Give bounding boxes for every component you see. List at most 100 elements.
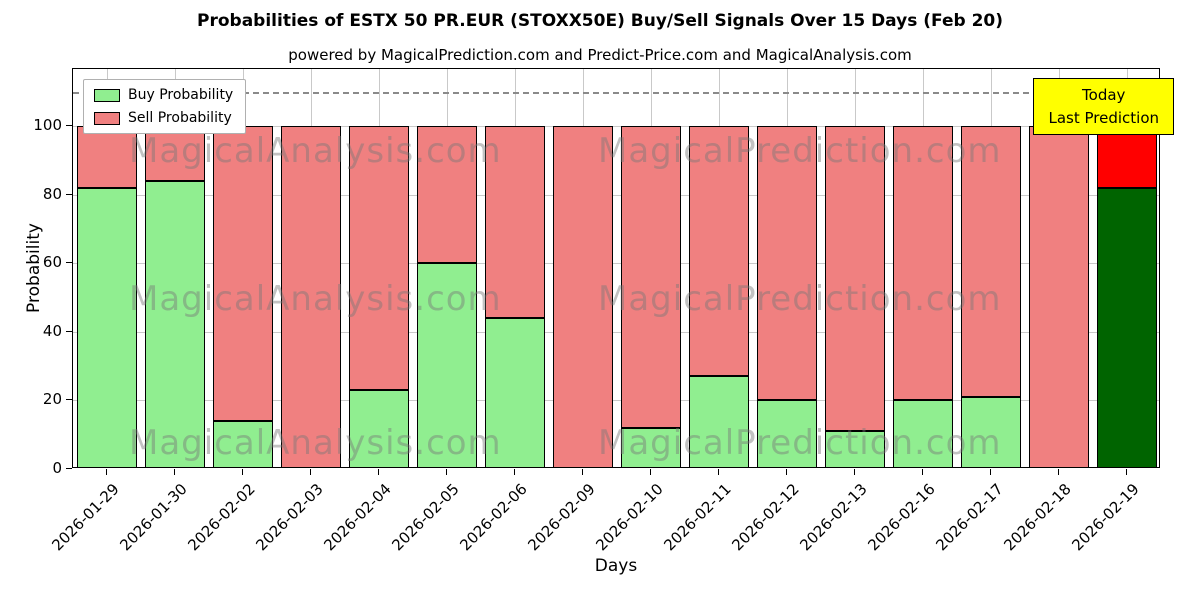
buy-bar: [825, 431, 885, 467]
y-tick-label: 0: [52, 459, 62, 477]
h-gridline: [73, 194, 1159, 196]
buy-bar: [757, 400, 817, 467]
sell-bar: [553, 125, 613, 467]
x-tick-mark: [242, 469, 243, 475]
y-tick-label: 40: [42, 321, 62, 340]
buy-bar: [689, 376, 749, 467]
legend-sell-label: Sell Probability: [128, 110, 232, 126]
buy-bar: [77, 187, 137, 467]
x-tick-mark: [1058, 469, 1059, 475]
chart-title: Probabilities of ESTX 50 PR.EUR (STOXX50…: [197, 11, 1003, 31]
sell-bar: [485, 125, 545, 319]
legend-buy-label: Buy Probability: [128, 87, 234, 103]
x-tick-mark: [582, 469, 583, 475]
y-tick-mark: [66, 330, 72, 332]
x-tick-label: 2026-02-06: [456, 480, 531, 555]
sell-bar: [213, 125, 273, 421]
watermark-text: MagicalPrediction.com: [598, 131, 1002, 171]
h-gridline: [73, 125, 1159, 127]
sell-bar: [689, 125, 749, 377]
buy-bar: [349, 390, 409, 467]
watermark-text: MagicalPrediction.com: [598, 423, 1002, 463]
x-tick-mark: [718, 469, 719, 475]
y-tick-label: 100: [33, 115, 62, 134]
x-tick-mark: [922, 469, 923, 475]
buy-bar: [893, 400, 953, 467]
x-tick-label: 2026-01-30: [116, 480, 191, 555]
buy-bar: [145, 180, 205, 467]
x-tick-mark: [106, 469, 107, 475]
x-tick-label: 2026-02-10: [592, 480, 667, 555]
x-tick-label: 2026-02-16: [864, 480, 939, 555]
today-buy-bar: [1097, 187, 1157, 467]
sell-bar: [145, 125, 205, 181]
today-annotation-line1: Today: [1082, 86, 1126, 104]
h-gridline: [73, 263, 1159, 265]
x-tick-mark: [650, 469, 651, 475]
buy-bar: [213, 420, 273, 467]
sell-bar: [349, 125, 409, 391]
sell-bar: [1029, 125, 1089, 467]
chart-subtitle: powered by MagicalPrediction.com and Pre…: [288, 46, 912, 64]
x-tick-mark: [174, 469, 175, 475]
y-tick-mark: [66, 124, 72, 126]
x-tick-label: 2026-02-17: [932, 480, 1007, 555]
watermark-text: MagicalPrediction.com: [598, 279, 1002, 319]
x-tick-label: 2026-02-13: [796, 480, 871, 555]
y-tick-mark: [66, 262, 72, 264]
x-tick-label: 2026-02-18: [1000, 480, 1075, 555]
sell-bar: [757, 125, 817, 401]
legend: Buy Probability Sell Probability: [83, 79, 247, 134]
today-annotation: Today Last Prediction: [1033, 78, 1174, 135]
x-tick-mark: [1126, 469, 1127, 475]
h-gridline: [73, 331, 1159, 333]
buy-bar: [485, 318, 545, 467]
x-tick-mark: [310, 469, 311, 475]
h-gridline: [73, 400, 1159, 402]
legend-item-sell: Sell Probability: [94, 110, 233, 126]
x-tick-label: 2026-02-03: [252, 480, 327, 555]
y-tick-mark: [66, 468, 72, 469]
today-sell-bar: [1097, 125, 1157, 188]
sell-bar: [417, 125, 477, 264]
x-tick-mark: [514, 469, 515, 475]
x-tick-label: 2026-02-19: [1068, 480, 1143, 555]
dashed-threshold-line: [73, 91, 1159, 94]
buy-bar: [961, 396, 1021, 467]
x-tick-mark: [990, 469, 991, 475]
sell-probability-swatch: [94, 111, 120, 125]
watermark-text: MagicalAnalysis.com: [129, 423, 502, 463]
x-tick-label: 2026-02-05: [388, 480, 463, 555]
buy-bar: [621, 427, 681, 467]
x-tick-label: 2026-02-02: [184, 480, 259, 555]
x-tick-label: 2026-01-29: [48, 480, 123, 555]
x-tick-label: 2026-02-12: [728, 480, 803, 555]
y-tick-label: 60: [42, 253, 62, 272]
sell-bar: [621, 125, 681, 428]
today-annotation-line2: Last Prediction: [1048, 108, 1159, 127]
y-tick-label: 20: [42, 390, 62, 409]
sell-bar: [77, 125, 137, 188]
x-tick-label: 2026-02-09: [524, 480, 599, 555]
x-tick-label: 2026-02-04: [320, 480, 395, 555]
legend-item-buy: Buy Probability: [94, 87, 233, 103]
plot-area: Buy Probability Sell Probability Magical…: [72, 68, 1160, 468]
x-tick-mark: [378, 469, 379, 475]
y-tick-label: 80: [42, 184, 62, 203]
y-tick-mark: [66, 399, 72, 401]
sell-bar: [893, 125, 953, 401]
x-tick-label: 2026-02-11: [660, 480, 735, 555]
watermark-text: MagicalAnalysis.com: [129, 131, 502, 171]
sell-bar: [281, 125, 341, 467]
x-tick-mark: [854, 469, 855, 475]
buy-bar: [417, 263, 477, 467]
y-tick-mark: [66, 193, 72, 195]
x-axis-label: Days: [594, 556, 638, 576]
sell-bar: [961, 125, 1021, 397]
x-tick-mark: [446, 469, 447, 475]
sell-bar: [825, 125, 885, 432]
buy-probability-swatch: [94, 88, 120, 102]
watermark-text: MagicalAnalysis.com: [129, 279, 502, 319]
x-tick-mark: [786, 469, 787, 475]
